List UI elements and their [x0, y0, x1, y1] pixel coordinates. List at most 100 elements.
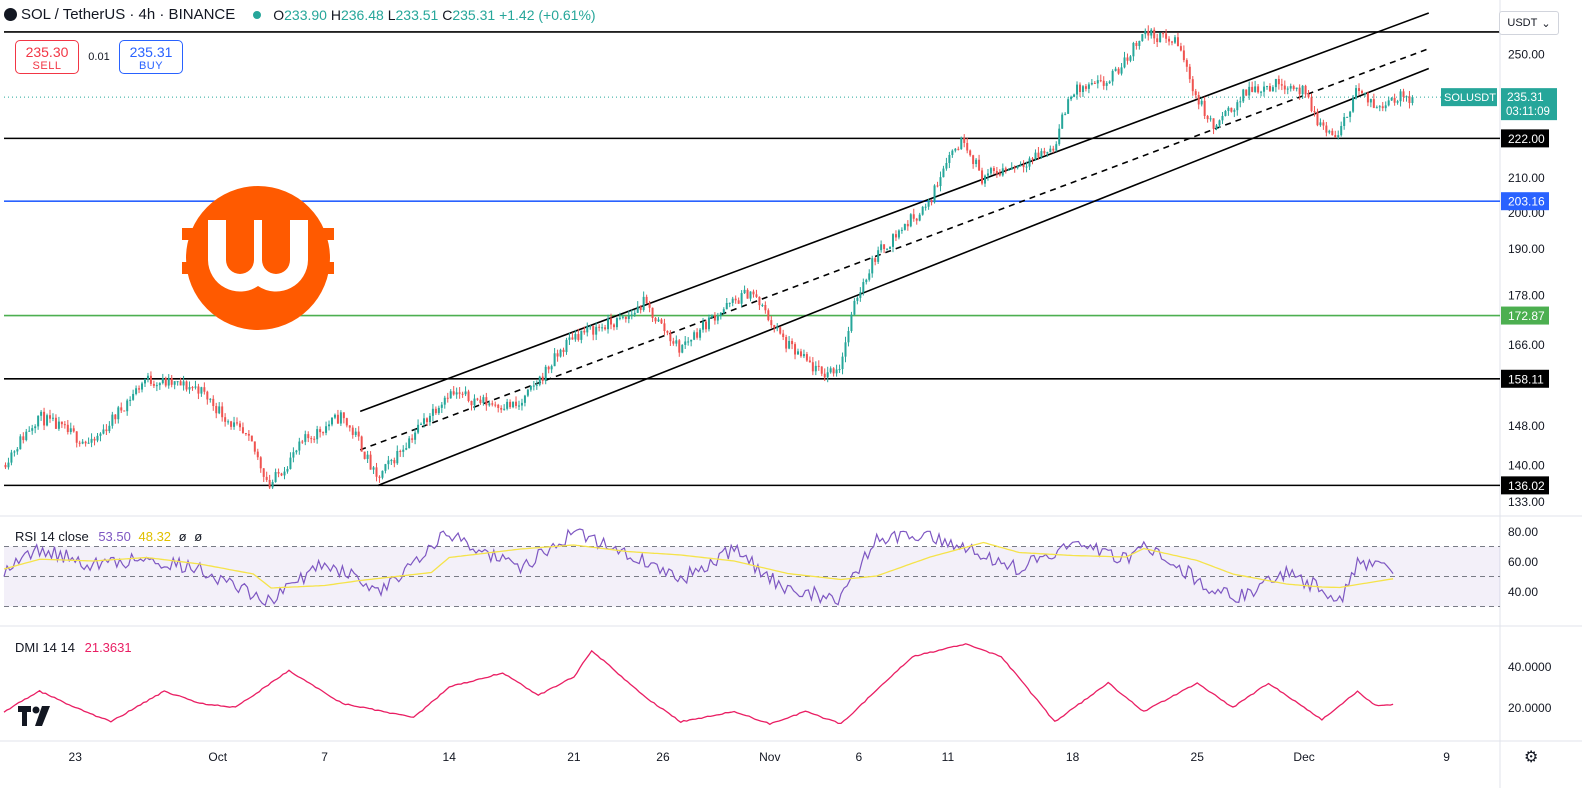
candle-body	[805, 354, 808, 361]
tradingview-logo-icon[interactable]	[18, 706, 54, 726]
candle-body	[1090, 82, 1093, 85]
candle-body	[897, 230, 900, 238]
candle-body	[1283, 85, 1286, 90]
rsi-line	[3, 528, 1394, 607]
candle-body	[687, 341, 690, 343]
price-level-tag-label: 203.16	[1508, 195, 1545, 209]
candle-body	[989, 168, 992, 174]
candle-body	[690, 339, 693, 342]
candle-body	[286, 468, 289, 472]
candle-body	[1185, 60, 1188, 67]
candle-body	[84, 441, 87, 444]
chevron-down-icon: ⌄	[1541, 17, 1551, 30]
candle-body	[274, 472, 277, 483]
candle-body	[280, 473, 283, 476]
price-level-tag-label: 222.00	[1508, 132, 1545, 146]
sell-button[interactable]: 235.30 SELL	[15, 40, 79, 74]
candle-body	[704, 321, 707, 330]
brand-logo	[182, 186, 334, 330]
candle-body	[823, 373, 826, 378]
candle-body	[1182, 50, 1185, 61]
logo-bar-right-top	[308, 228, 334, 240]
candle-body	[491, 403, 494, 405]
candle-body	[354, 431, 357, 435]
candle-body	[586, 326, 589, 333]
candle-body	[666, 331, 669, 333]
candle-body	[60, 421, 63, 425]
candle-body	[393, 460, 396, 464]
candle-body	[333, 414, 336, 418]
candle-body	[16, 449, 19, 452]
candle-body	[607, 318, 610, 330]
candle-body	[176, 381, 179, 383]
buy-button[interactable]: 235.31 BUY	[119, 40, 183, 74]
candle-body	[482, 397, 485, 404]
candle-body	[1084, 86, 1087, 89]
currency-selector[interactable]: USDT ⌄	[1499, 11, 1559, 35]
candle-body	[802, 354, 805, 357]
candle-body	[1280, 84, 1283, 86]
time-axis[interactable]: 23 Oct 7 14 21 26 Nov 6 11 18 25 Dec 9	[69, 750, 1451, 764]
rsi-legend[interactable]: RSI 14 close 53.50 48.32 ø ø	[15, 529, 203, 544]
candle-body	[782, 333, 785, 338]
candle-body	[123, 410, 126, 412]
time-tick-label: 25	[1191, 750, 1205, 764]
candle-body	[1239, 101, 1242, 103]
settings-gear-icon[interactable]: ⚙	[1524, 749, 1539, 766]
candle-body	[788, 340, 791, 349]
candle-body	[1117, 68, 1120, 74]
candle-body	[615, 318, 618, 328]
candle-body	[853, 300, 856, 315]
candle-body	[443, 397, 446, 405]
candle-body	[304, 434, 307, 442]
candle-body	[1257, 86, 1260, 93]
candle-body	[1108, 81, 1111, 84]
logo-bar-left-bottom	[182, 262, 208, 274]
candle-body	[1197, 95, 1200, 105]
candle-body	[874, 258, 877, 262]
candle-body	[1076, 84, 1079, 95]
candle-body	[209, 398, 212, 400]
candle-body	[1396, 101, 1399, 103]
candle-body	[345, 418, 348, 426]
candle-body	[862, 282, 865, 293]
candle-body	[464, 391, 467, 395]
time-tick-label: Oct	[208, 750, 227, 764]
candle-body	[1411, 97, 1414, 104]
logo-w-mark	[208, 220, 308, 292]
candle-body	[630, 314, 633, 316]
candle-body	[1147, 30, 1150, 36]
candle-body	[247, 433, 250, 436]
candle-body	[927, 200, 930, 207]
candle-body	[473, 398, 476, 406]
candle-body	[865, 279, 868, 283]
spread-value: 0.01	[88, 51, 110, 63]
candle-body	[906, 223, 909, 227]
candle-body	[1319, 122, 1322, 126]
candle-body	[1073, 94, 1076, 97]
candle-body	[550, 366, 553, 370]
candle-body	[571, 337, 574, 340]
candle-body	[1188, 66, 1191, 80]
candle-body	[197, 386, 200, 394]
candle-body	[1168, 38, 1171, 42]
channel-line-middle-dashed	[359, 47, 1430, 451]
candle-body	[829, 368, 832, 373]
rsi-ma-line	[3, 541, 1394, 589]
candle-body	[779, 327, 782, 334]
candle-body	[737, 300, 740, 304]
candle-body	[458, 392, 461, 394]
candle-body	[7, 462, 10, 468]
price-axis[interactable]: 250.00222.00210.00200.00190.00178.00166.…	[1441, 48, 1557, 509]
candle-body	[678, 340, 681, 353]
candle-body	[1346, 116, 1349, 118]
candle-body	[268, 479, 271, 488]
candle-body	[10, 452, 13, 463]
dmi-legend[interactable]: DMI 14 14 21.3631	[15, 640, 132, 655]
candle-body	[411, 438, 414, 440]
candle-body	[1310, 97, 1313, 112]
candle-body	[918, 214, 921, 221]
candle-body	[1022, 165, 1025, 168]
symbol-title[interactable]: SOL / TetherUS · 4h · BINANCE	[21, 6, 236, 23]
